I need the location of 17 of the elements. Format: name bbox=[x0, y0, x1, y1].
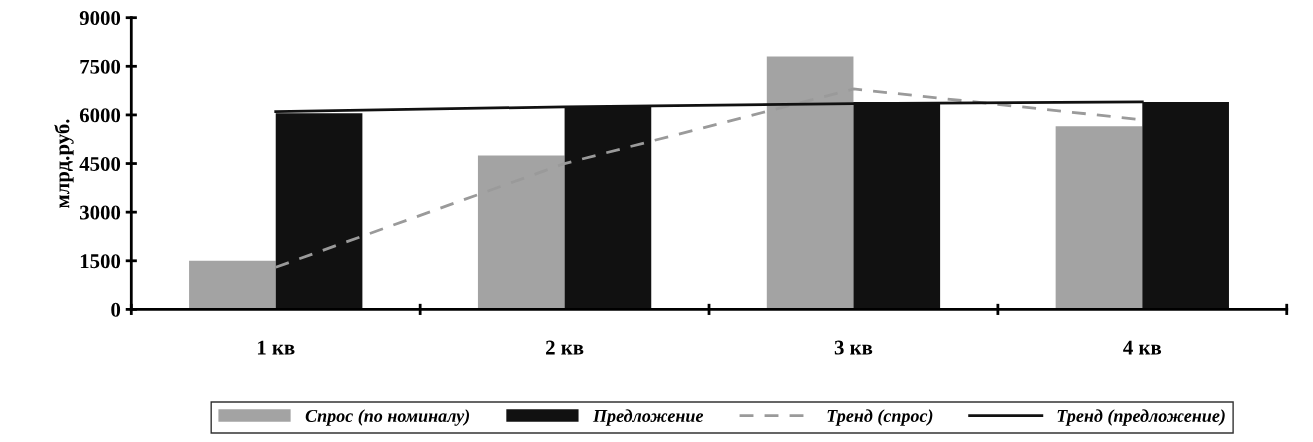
bar bbox=[1055, 126, 1143, 310]
legend-label: Тренд (предложение) bbox=[1057, 409, 1225, 426]
x-tick-label: 4 кв bbox=[1123, 340, 1162, 355]
y-tick-label: 3000 bbox=[80, 205, 121, 220]
legend-label: Тренд (спрос) bbox=[827, 409, 933, 426]
legend-label: Спрос (по номиналу) bbox=[305, 409, 470, 426]
y-tick-label: 6000 bbox=[79, 108, 121, 123]
y-tick-label: 0 bbox=[111, 302, 121, 317]
y-tick-label: 9000 bbox=[79, 11, 121, 26]
y-axis-title: млрд.руб. bbox=[54, 119, 74, 208]
x-tick-label: 2 кв bbox=[546, 340, 584, 355]
x-tick-label: 3 кв bbox=[834, 340, 873, 355]
y-tick-label: 4500 bbox=[79, 156, 121, 171]
x-tick-label: 1 кв bbox=[257, 340, 295, 355]
y-tick-label: 1500 bbox=[80, 254, 121, 269]
legend-label: Предложение bbox=[592, 409, 704, 426]
y-tick-label: 7500 bbox=[80, 59, 121, 74]
